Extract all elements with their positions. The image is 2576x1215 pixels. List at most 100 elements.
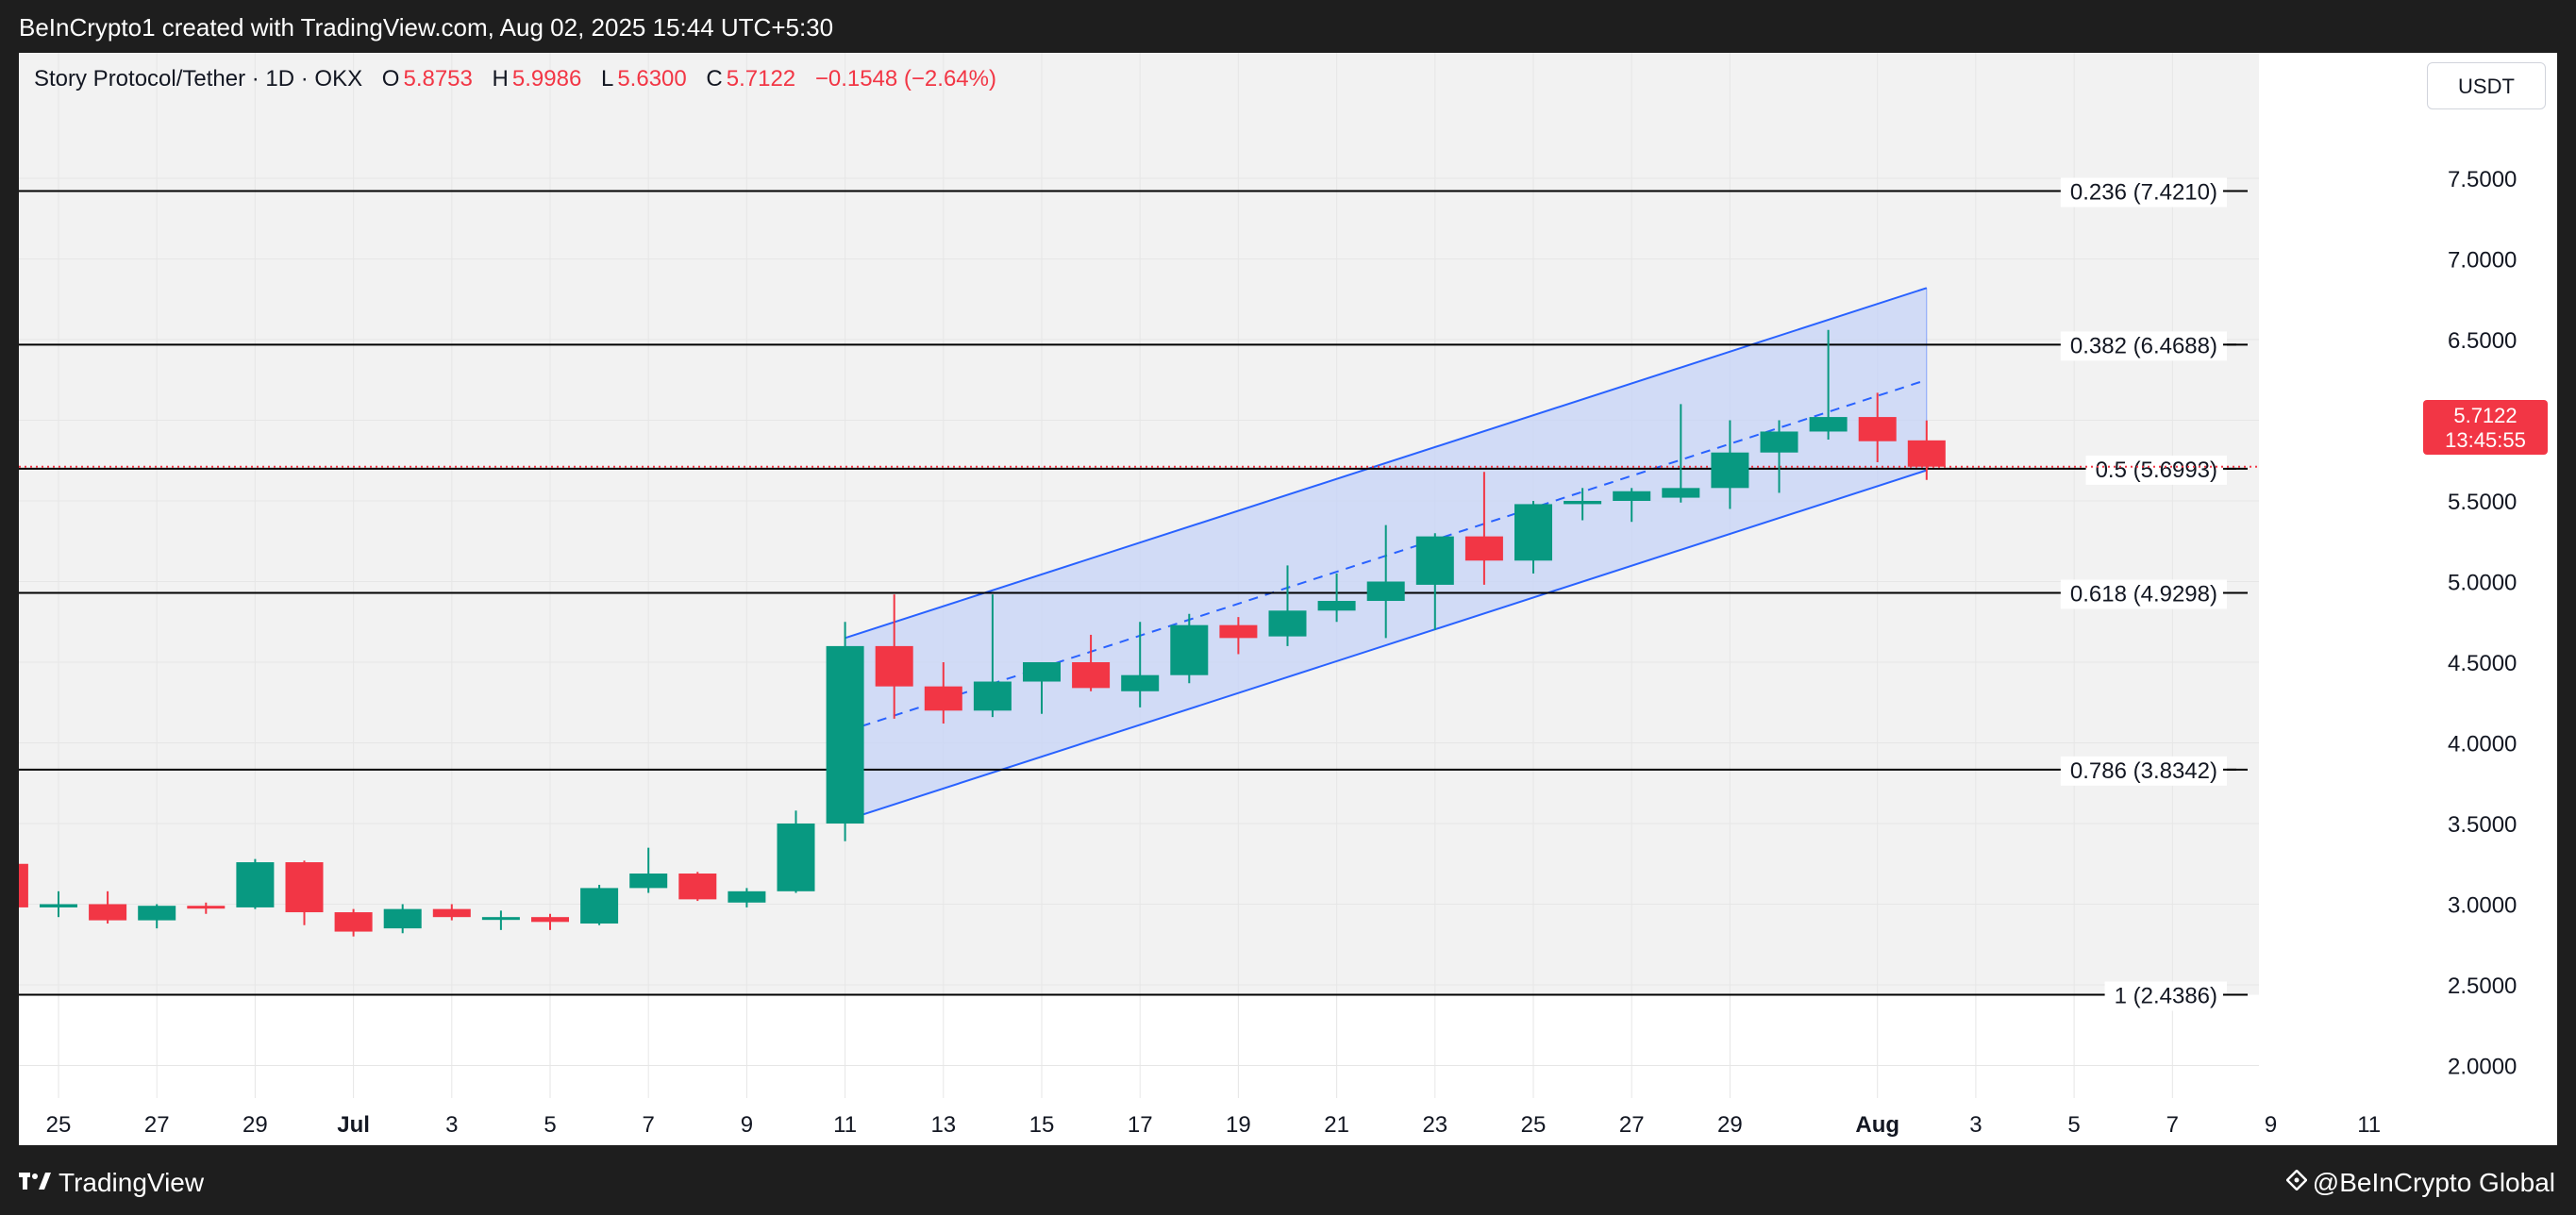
- candle-body-up: [728, 890, 766, 903]
- currency-button[interactable]: USDT: [2427, 62, 2546, 109]
- time-axis-tick: 7: [643, 1112, 655, 1138]
- fib-level-label: 0.5 (5.6993): [2096, 458, 2217, 483]
- price-axis-tick: 6.5000: [2448, 328, 2517, 354]
- candle-body-down: [1858, 417, 1897, 441]
- time-axis-tick: 13: [930, 1112, 956, 1138]
- price-axis-tick: 4.0000: [2448, 732, 2517, 757]
- candle-body-down: [1072, 662, 1111, 689]
- candle-body-down: [678, 874, 717, 900]
- candle-body-down: [89, 904, 127, 921]
- candle-body-down: [1219, 624, 1258, 639]
- bottom-bar: TradingView @BeInCrypto Global: [0, 1145, 2576, 1215]
- fib-level-label: 0.382 (6.4688): [2070, 333, 2217, 358]
- candle-body-up: [777, 824, 815, 891]
- candle-body-up: [629, 874, 668, 889]
- time-axis-tick: 17: [1128, 1112, 1153, 1138]
- price-axis-tick: 2.0000: [2448, 1055, 2517, 1080]
- close-label: C: [706, 66, 723, 92]
- symbol-legend: Story Protocol/Tether · 1D · OKX O 5.8753…: [34, 66, 1010, 92]
- time-axis-tick: 25: [46, 1112, 72, 1138]
- chart-caption: BeInCrypto1 created with TradingView.com…: [19, 13, 834, 42]
- candle-body-down: [334, 912, 373, 932]
- chart-frame[interactable]: 0.236 (7.4210) 0.382 (6.4688) 0.5 (5.6993)…: [19, 53, 2557, 1145]
- candle-body-up: [973, 681, 1012, 711]
- candle-body-up: [1711, 452, 1749, 489]
- candle-body-down: [285, 862, 324, 913]
- channel-upper-line: [845, 287, 1928, 640]
- time-axis-tick: 3: [1969, 1112, 1982, 1138]
- channel-lower-line: [845, 469, 1928, 822]
- open-value: 5.8753: [403, 66, 473, 92]
- time-axis-tick: 29: [1717, 1112, 1743, 1138]
- time-axis-tick: 9: [741, 1112, 753, 1138]
- tradingview-logo[interactable]: TradingView: [19, 1168, 204, 1198]
- candlestick-chart[interactable]: 0.236 (7.4210) 0.382 (6.4688) 0.5 (5.6993)…: [19, 53, 2557, 1145]
- time-axis-tick: 11: [833, 1112, 857, 1138]
- high-value: 5.9986: [511, 66, 582, 92]
- fib-label-background: [2060, 331, 2227, 361]
- candle-body-up: [1514, 504, 1552, 561]
- price-axis-tick: 5.0000: [2448, 571, 2517, 596]
- candle-body-down: [19, 863, 28, 907]
- price-axis-background: [2261, 53, 2557, 1145]
- time-axis-tick: 5: [2067, 1112, 2080, 1138]
- low-value: 5.6300: [617, 66, 687, 92]
- candle-body-down: [187, 906, 226, 909]
- time-axis-background: [19, 1098, 2557, 1145]
- candle-body-down: [1464, 536, 1503, 561]
- candle-body-up: [383, 908, 422, 929]
- candle-body-up: [1809, 417, 1848, 432]
- candle-body-up: [40, 904, 77, 907]
- candle-body-up: [1023, 662, 1061, 682]
- price-axis-tick: 2.5000: [2448, 974, 2517, 999]
- close-value: 5.7122: [726, 66, 796, 92]
- candle-body-down: [924, 686, 962, 711]
- price-axis-tick: 3.0000: [2448, 893, 2517, 919]
- time-axis-tick: 3: [445, 1112, 458, 1138]
- fib-label-background: [2060, 177, 2227, 208]
- price-axis-tick: 7.0000: [2448, 248, 2517, 274]
- symbol-name: Story Protocol/Tether · 1D · OKX: [34, 66, 363, 92]
- top-bar: BeInCrypto1 created with TradingView.com…: [0, 0, 2576, 53]
- time-axis-tick: Aug: [1855, 1112, 1899, 1138]
- fib-level-label: 1 (2.4386): [2115, 983, 2217, 1008]
- time-axis-tick: 19: [1226, 1112, 1251, 1138]
- time-axis-tick: 23: [1422, 1112, 1447, 1138]
- candle-body-up: [580, 888, 619, 924]
- time-axis-tick: 15: [1029, 1112, 1055, 1138]
- time-axis-tick: 9: [2265, 1112, 2277, 1138]
- fib-label-background: [2104, 981, 2227, 1011]
- last-price-value: 5.7122: [2453, 404, 2517, 427]
- price-axis-tick: 4.5000: [2448, 651, 2517, 676]
- candle-body-up: [1662, 488, 1700, 498]
- time-axis-tick: 29: [243, 1112, 268, 1138]
- high-label: H: [492, 66, 509, 92]
- time-axis-tick: 11: [2357, 1112, 2381, 1138]
- candle-body-up: [1317, 601, 1356, 611]
- candle-body-up: [826, 645, 864, 824]
- change-value: −0.1548 (−2.64%): [814, 66, 996, 92]
- fib-level-label: 0.618 (4.9298): [2070, 582, 2217, 608]
- fib-level-label: 0.236 (7.4210): [2070, 180, 2217, 206]
- candle-body-up: [1415, 536, 1454, 585]
- price-axis-tick: 7.5000: [2448, 167, 2517, 192]
- candle-body-up: [236, 862, 275, 907]
- fib-label-background: [2060, 579, 2227, 609]
- time-axis-tick: 27: [144, 1112, 170, 1138]
- time-axis-tick: 5: [544, 1112, 556, 1138]
- fib-level-label: 0.786 (3.8342): [2070, 758, 2217, 784]
- tradingview-mark-icon: [19, 1168, 51, 1198]
- fib-label-background: [2085, 455, 2227, 485]
- candle-body-down: [875, 645, 913, 687]
- candle-body-up: [1170, 624, 1209, 675]
- candle-body-down: [531, 917, 569, 923]
- tradingview-brand: TradingView: [59, 1168, 205, 1197]
- time-axis-tick: 25: [1521, 1112, 1547, 1138]
- candle-body-up: [1121, 674, 1160, 691]
- time-axis-tick: 7: [2166, 1112, 2179, 1138]
- candle-body-up: [1613, 491, 1651, 501]
- last-price-tag: 5.7122 13:45:55: [2423, 400, 2548, 455]
- candle-body-down: [432, 908, 471, 918]
- candle-body-up: [1268, 610, 1307, 637]
- price-axis-tick: 5.5000: [2448, 490, 2517, 515]
